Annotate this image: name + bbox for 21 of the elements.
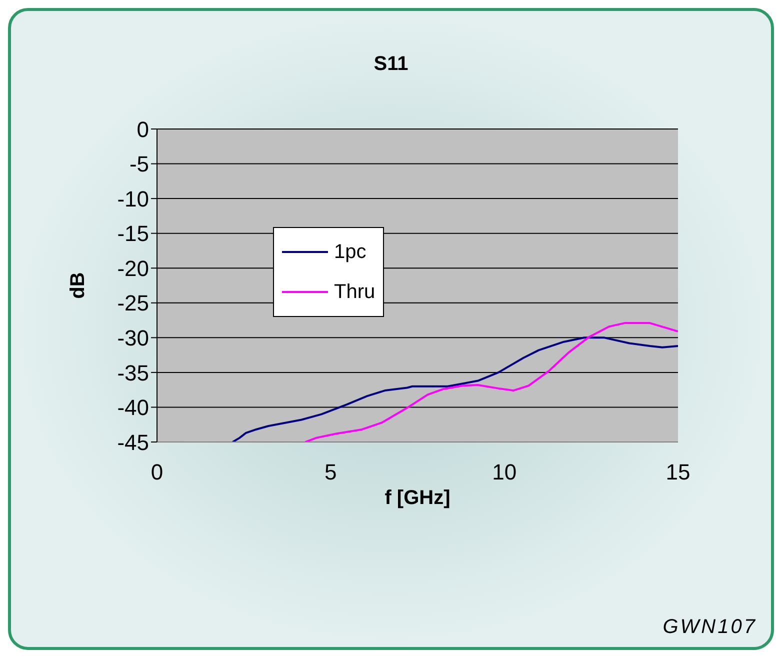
text: GWN107 [662,616,757,639]
legend-label: Thru [334,280,376,304]
y-axis-title: dB [67,272,90,299]
x-tick-label: 10 [492,460,517,485]
line-series [304,322,678,442]
y-tick-label: -45 [117,430,149,455]
y-tick-label: -30 [117,325,149,350]
x-tick-label: 15 [666,460,690,485]
y-tick-label: -40 [117,395,149,420]
line-series [232,336,678,442]
y-tick-label: -25 [117,290,149,316]
y-tick-label: -10 [117,186,149,212]
y-tick-label: 0 [136,116,149,142]
x-tick-label: 5 [324,460,337,485]
y-tick-label: -20 [117,256,149,281]
y-tick-label: -35 [117,360,149,386]
chart-title: S11 [372,53,410,76]
x-axis-title: f [GHz] [384,487,450,509]
y-tick-label: -15 [117,221,149,246]
y-tick-label: -5 [129,152,149,177]
legend-label: 1pc [334,240,366,264]
